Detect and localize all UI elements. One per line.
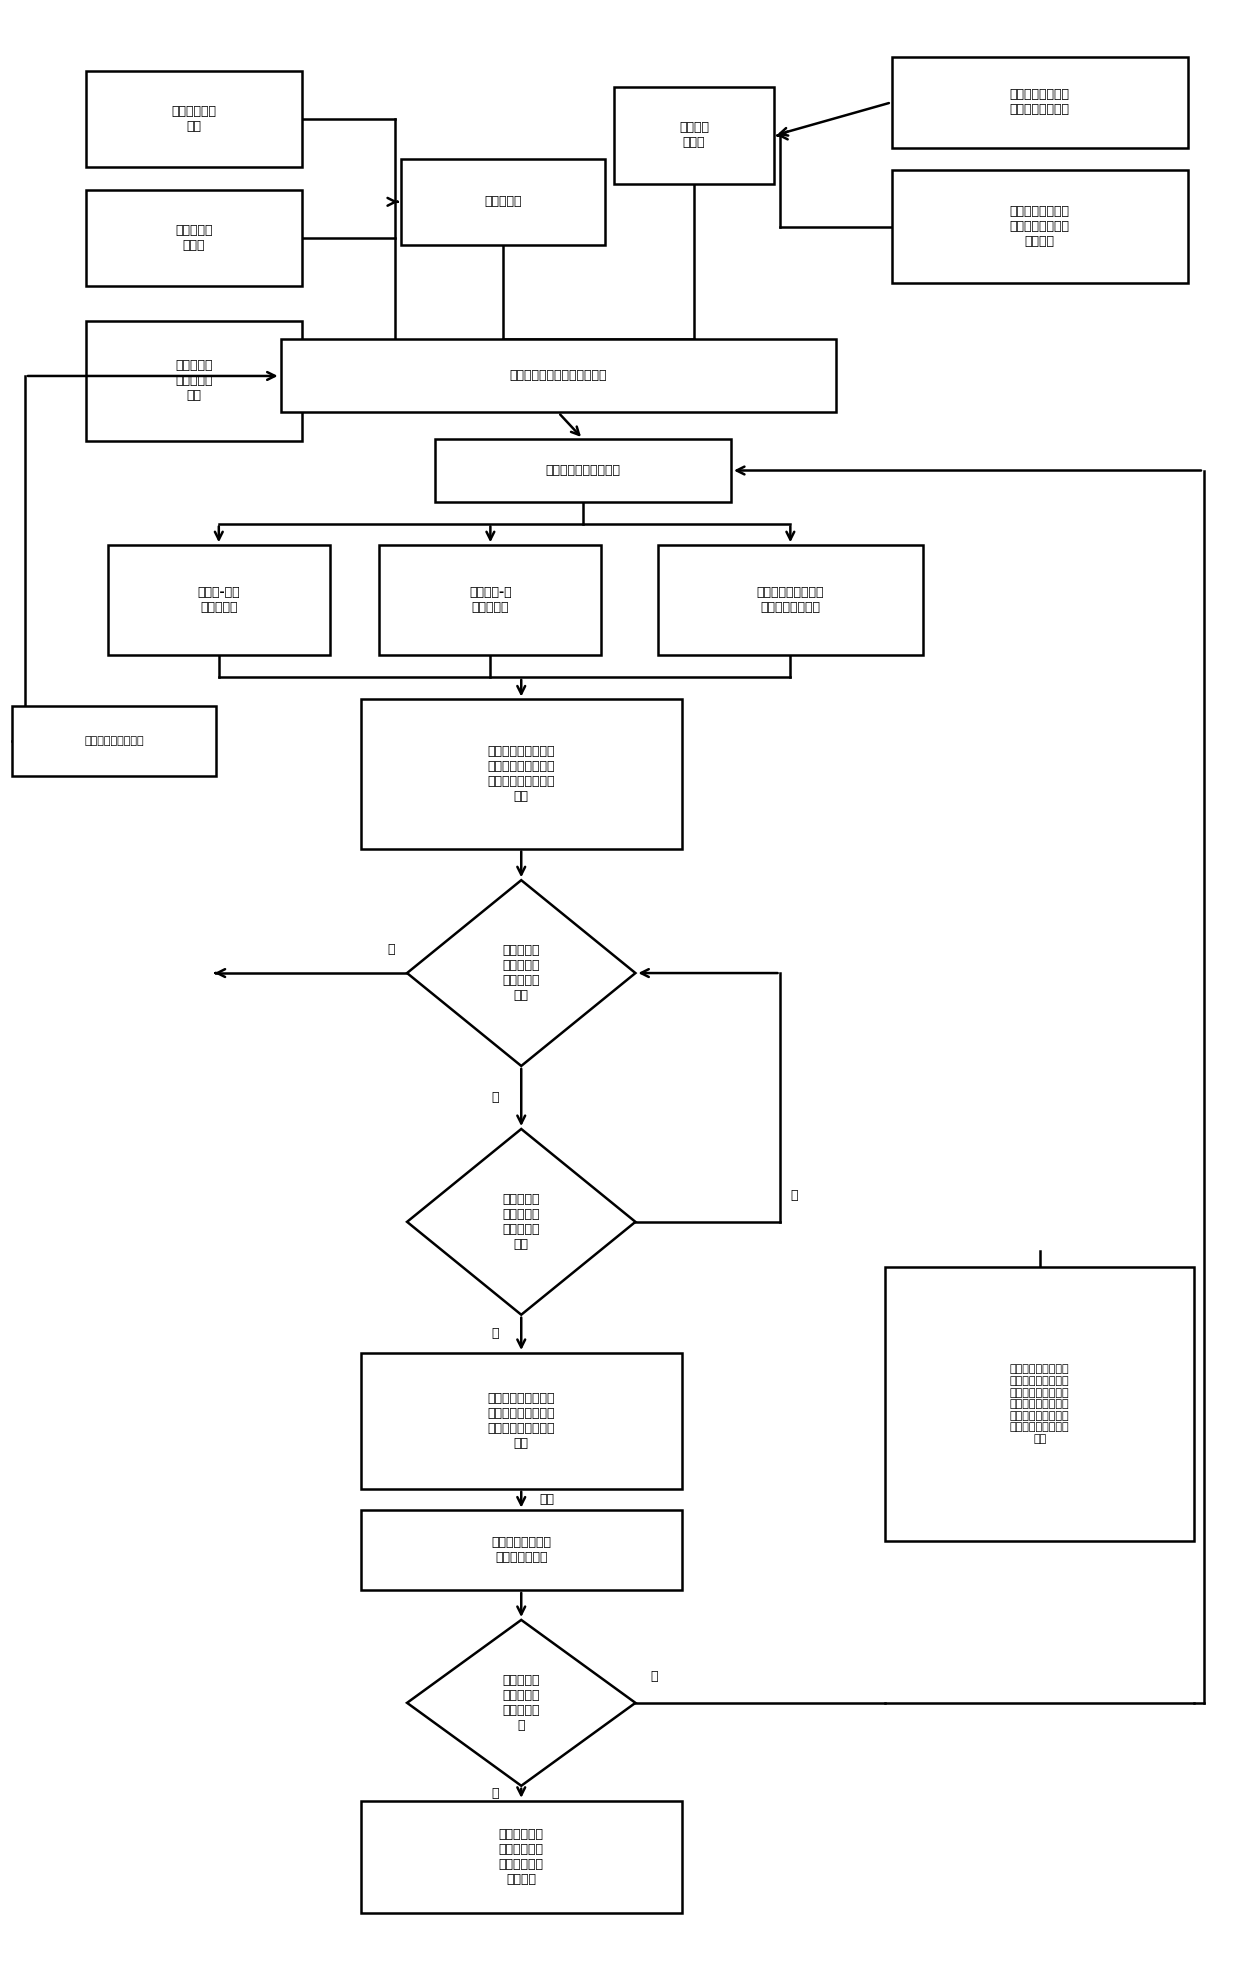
FancyBboxPatch shape bbox=[86, 321, 303, 442]
Polygon shape bbox=[407, 881, 635, 1066]
Text: 基于结构描述符的直
接合成双氧水钯基合
金催化剂的构效关系
模型: 基于结构描述符的直 接合成双氧水钯基合 金催化剂的构效关系 模型 bbox=[487, 745, 556, 802]
FancyBboxPatch shape bbox=[108, 546, 330, 654]
Polygon shape bbox=[407, 1129, 635, 1315]
FancyBboxPatch shape bbox=[892, 57, 1188, 148]
Polygon shape bbox=[407, 1620, 635, 1786]
FancyBboxPatch shape bbox=[86, 71, 303, 168]
Text: 把该样品进行结构表
征，搭建相应的颗粒
模型。把该样品的颗
粒模型和催化性能理
论值、实验值加入训
练集，矫正构效关系
模型: 把该样品进行结构表 征，搭建相应的颗粒 模型。把该样品的颗 粒模型和催化性能理 … bbox=[1009, 1364, 1070, 1445]
FancyBboxPatch shape bbox=[12, 706, 216, 777]
FancyBboxPatch shape bbox=[280, 339, 836, 412]
Text: 成功筛选获得
双氧水选择性
达标的钯基合
金催化剂: 成功筛选获得 双氧水选择性 达标的钯基合 金催化剂 bbox=[498, 1827, 544, 1886]
FancyBboxPatch shape bbox=[657, 546, 923, 654]
Text: 否: 否 bbox=[790, 1189, 797, 1202]
Text: 结构数据库: 结构数据库 bbox=[484, 195, 522, 209]
Text: 是: 是 bbox=[491, 1092, 498, 1104]
FancyBboxPatch shape bbox=[379, 546, 601, 654]
FancyBboxPatch shape bbox=[361, 1801, 682, 1914]
FancyBboxPatch shape bbox=[361, 700, 682, 850]
Text: 是: 是 bbox=[491, 1326, 498, 1340]
Text: 高通量制备、高通
量催化性能测试: 高通量制备、高通 量催化性能测试 bbox=[491, 1535, 552, 1565]
FancyBboxPatch shape bbox=[614, 87, 774, 183]
FancyBboxPatch shape bbox=[361, 1352, 682, 1488]
Text: 指导: 指导 bbox=[539, 1494, 554, 1506]
FancyBboxPatch shape bbox=[885, 1267, 1194, 1541]
FancyBboxPatch shape bbox=[892, 170, 1188, 284]
Text: 基于构效关系模型搜
寻具有最佳双氧水选
择性的钯基合金颗粒
模型: 基于构效关系模型搜 寻具有最佳双氧水选 择性的钯基合金颗粒 模型 bbox=[487, 1392, 556, 1451]
Text: 利用测试集
数据判断预
测精度是否
达标: 利用测试集 数据判断预 测精度是否 达标 bbox=[502, 1192, 539, 1252]
Text: 吸附能-催化
性能关联式: 吸附能-催化 性能关联式 bbox=[197, 585, 241, 613]
FancyBboxPatch shape bbox=[86, 189, 303, 286]
Text: 催化性能的理论值与
实验值的修正模型: 催化性能的理论值与 实验值的修正模型 bbox=[756, 585, 825, 613]
Text: 高通量制备、
表征: 高通量制备、 表征 bbox=[171, 104, 217, 132]
Text: 利用训练集
数据判断预
测精度是否
达标: 利用训练集 数据判断预 测精度是否 达标 bbox=[502, 944, 539, 1001]
Text: 钯基合金表
面相图: 钯基合金表 面相图 bbox=[175, 225, 213, 252]
Text: 否: 否 bbox=[650, 1669, 657, 1683]
Text: 高通量直接合成双
氧水催化性能测试: 高通量直接合成双 氧水催化性能测试 bbox=[1009, 89, 1070, 116]
Text: 机器学习算法回归拟合: 机器学习算法回归拟合 bbox=[546, 463, 620, 477]
Text: 催化性能
数据库: 催化性能 数据库 bbox=[680, 122, 709, 150]
FancyBboxPatch shape bbox=[361, 1510, 682, 1591]
Text: 否: 否 bbox=[387, 944, 394, 956]
FancyBboxPatch shape bbox=[435, 440, 732, 503]
Text: 结构特征-吸
附能关联式: 结构特征-吸 附能关联式 bbox=[469, 585, 512, 613]
Text: 直接合成双氧水的
计算模拟、微观动
力学分析: 直接合成双氧水的 计算模拟、微观动 力学分析 bbox=[1009, 205, 1070, 248]
Text: 钯基合金颗
粒模型构建
规则: 钯基合金颗 粒模型构建 规则 bbox=[175, 359, 213, 402]
Text: 是: 是 bbox=[491, 1788, 498, 1800]
Text: 机器学习算法训练集和测试集: 机器学习算法训练集和测试集 bbox=[510, 369, 608, 382]
Text: 判断钯基合
金选择性是
否与预测一
致: 判断钯基合 金选择性是 否与预测一 致 bbox=[502, 1673, 539, 1733]
FancyBboxPatch shape bbox=[401, 160, 605, 244]
Text: 继续训练，矫正模型: 继续训练，矫正模型 bbox=[84, 735, 144, 745]
